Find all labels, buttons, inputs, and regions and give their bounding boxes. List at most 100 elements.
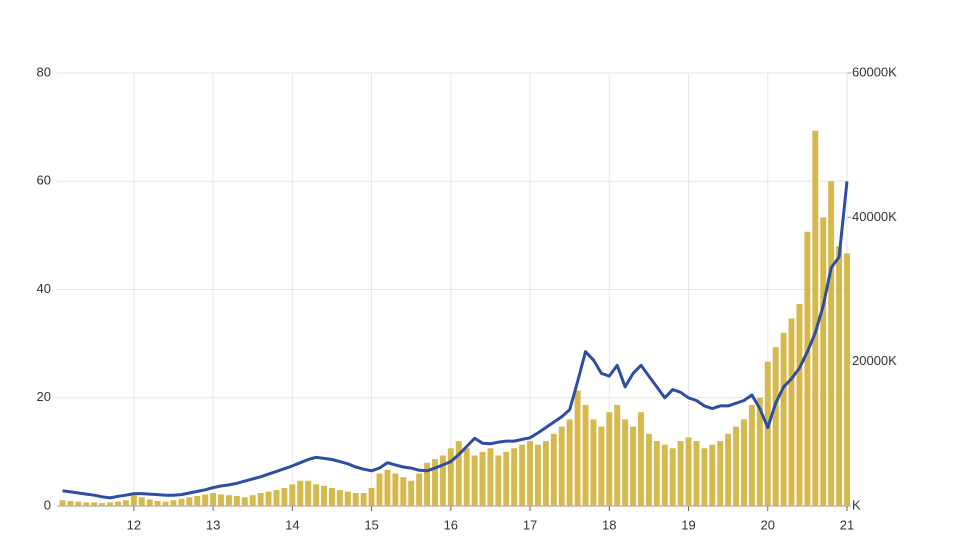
volume-bar	[424, 462, 431, 506]
volume-bar	[336, 490, 343, 506]
volume-bar	[487, 448, 494, 506]
volume-bar	[519, 444, 526, 506]
volume-bar	[321, 485, 328, 506]
volume-bar	[574, 390, 581, 506]
volume-bar	[115, 501, 121, 506]
volume-bar	[384, 469, 391, 506]
volume-bar	[535, 444, 541, 506]
volume-bar	[352, 493, 359, 506]
volume-bar	[67, 500, 74, 506]
volume-bar	[328, 487, 335, 506]
volume-bar	[598, 426, 605, 506]
volume-bar	[693, 441, 700, 506]
x-tick-label: 21	[840, 517, 854, 532]
volume-bar	[257, 493, 264, 506]
y-tick-label: 80	[37, 64, 51, 79]
volume-bar	[463, 448, 470, 506]
volume-bar	[542, 441, 549, 506]
volume-bar	[154, 500, 161, 506]
y-tick-label: 20	[37, 389, 51, 404]
volume-bar	[685, 437, 692, 506]
volume-bar	[91, 502, 98, 506]
y2-tick-label: K	[852, 497, 861, 512]
volume-bar	[400, 477, 407, 506]
x-tick-label: 18	[602, 517, 616, 532]
volume-bar	[717, 441, 724, 506]
volume-bar	[439, 455, 446, 506]
y2-tick-label: 40000K	[852, 209, 897, 224]
x-tick-label: 13	[206, 517, 220, 532]
volume-bar	[194, 495, 201, 506]
volume-bar	[527, 441, 534, 506]
volume-bar	[741, 419, 747, 506]
volume-bar	[550, 433, 557, 506]
volume-bar	[733, 426, 740, 506]
volume-bar	[622, 419, 629, 506]
volume-bar	[305, 480, 312, 506]
volume-bar	[130, 495, 137, 506]
volume-bar	[344, 491, 351, 506]
volume-bar	[281, 487, 288, 506]
volume-bar	[788, 318, 795, 506]
price-line	[62, 181, 849, 500]
volume-bar	[503, 451, 510, 506]
x-tick-label: 12	[127, 517, 141, 532]
volume-bar	[606, 412, 613, 506]
x-tick-label: 16	[444, 517, 458, 532]
x-tick-label: 17	[523, 517, 537, 532]
volume-bar	[614, 404, 621, 506]
volume-bar	[210, 493, 217, 506]
volume-bar	[590, 419, 597, 506]
volume-bar	[146, 499, 153, 506]
volume-bar	[202, 494, 209, 506]
volume-bar	[225, 495, 232, 506]
volume-bar	[701, 448, 708, 506]
volume-bar	[661, 444, 668, 506]
volume-bar	[471, 455, 478, 506]
volume-bar	[431, 459, 438, 506]
volume-bar	[804, 231, 811, 506]
volume-bar	[289, 484, 296, 506]
volume-bar	[796, 303, 803, 506]
volume-bar	[368, 487, 375, 506]
volume-bar	[83, 502, 90, 506]
volume-bar	[756, 397, 763, 506]
volume-bar	[170, 500, 177, 506]
volume-bar	[75, 501, 82, 506]
volume-bar	[725, 433, 732, 506]
y2-tick-label: 60000K	[852, 64, 897, 79]
volume-bar	[582, 404, 589, 506]
volume-bar	[748, 404, 755, 506]
volume-bar	[241, 497, 248, 506]
volume-bar	[677, 441, 684, 506]
x-tick-label: 20	[761, 517, 775, 532]
volume-bar	[638, 412, 644, 506]
volume-bar	[828, 181, 835, 506]
volume-bar	[558, 426, 565, 506]
volume-bar	[59, 500, 66, 506]
volume-bar	[709, 444, 716, 506]
volume-bar	[455, 441, 462, 506]
volume-bar	[653, 441, 660, 506]
volume-bar	[178, 498, 185, 506]
volume-bar	[812, 130, 819, 506]
volume-bar	[780, 332, 787, 506]
volume-bar	[645, 433, 652, 506]
volume-bar	[186, 497, 193, 506]
y-tick-label: 40	[37, 281, 51, 296]
volume-bar	[408, 480, 415, 506]
volume-bar	[107, 502, 114, 506]
volume-bar	[162, 501, 169, 506]
volume-bar	[99, 503, 106, 506]
volume-bar	[218, 494, 224, 506]
volume-bar	[297, 480, 304, 506]
volume-bar	[447, 448, 454, 506]
volume-bar	[265, 491, 272, 506]
volume-bar	[122, 500, 129, 506]
volume-bar	[772, 347, 779, 506]
volume-bar	[836, 246, 843, 506]
volume-bar	[479, 451, 486, 506]
volume-bar	[313, 484, 320, 506]
volume-bar	[566, 419, 573, 506]
